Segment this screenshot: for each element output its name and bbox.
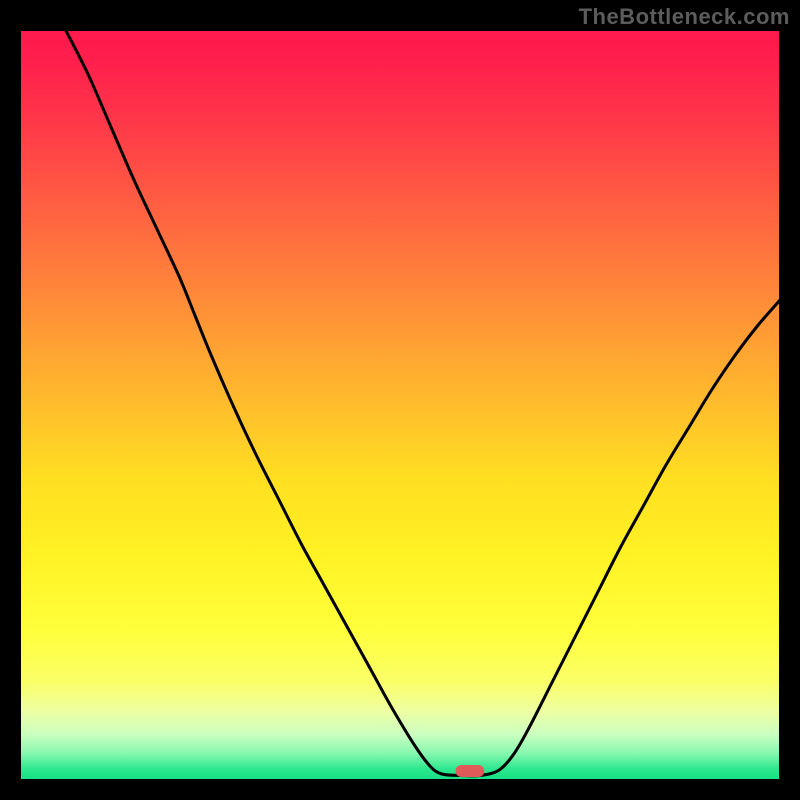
optimal-marker [455, 765, 484, 777]
watermark-text: TheBottleneck.com [579, 4, 790, 30]
chart-svg [0, 0, 800, 800]
bottleneck-chart: TheBottleneck.com [0, 0, 800, 800]
plot-area [20, 30, 780, 780]
